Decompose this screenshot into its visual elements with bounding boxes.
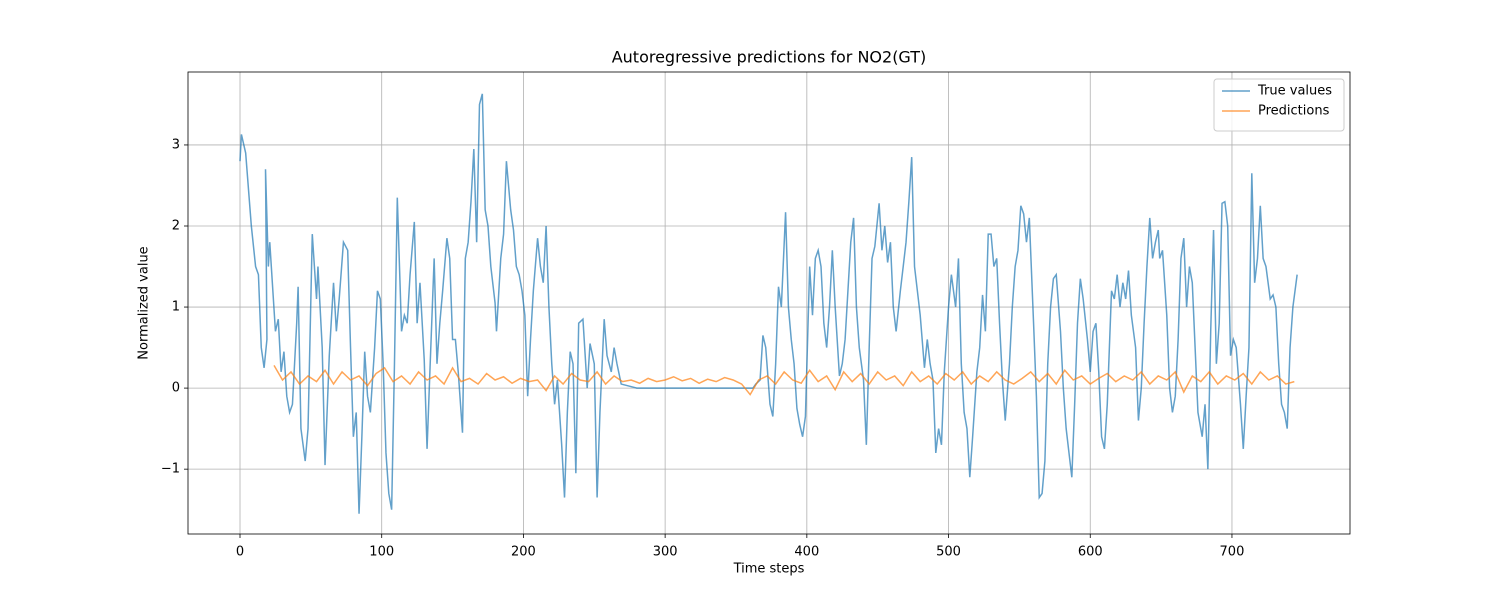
x-tick-label: 500 <box>936 545 961 560</box>
legend-label: Predictions <box>1258 104 1330 119</box>
y-tick-label: 0 <box>172 381 180 396</box>
series-line <box>239 93 1298 514</box>
y-tick-label: −1 <box>161 462 180 477</box>
series-line <box>273 365 1295 396</box>
y-tick-label: 2 <box>172 219 180 234</box>
x-tick-label: 400 <box>794 545 819 560</box>
legend-label: True values <box>1257 84 1332 99</box>
plot-area <box>239 93 1298 514</box>
x-axis-label: Time steps <box>733 562 805 577</box>
y-tick-label: 3 <box>172 137 180 152</box>
axes-frame <box>187 71 1351 535</box>
x-tick-label: 600 <box>1078 545 1103 560</box>
x-tick-label: 300 <box>653 545 678 560</box>
x-tick-label: 200 <box>511 545 536 560</box>
legend: True values Predictions <box>1213 78 1345 132</box>
x-tick-label: 100 <box>369 545 394 560</box>
x-tick-label: 700 <box>1220 545 1245 560</box>
y-axis-label: Normalized value <box>137 246 152 359</box>
x-tick-label: 0 <box>236 545 244 560</box>
legend-box <box>1213 78 1345 132</box>
y-tick-label: 1 <box>172 300 180 315</box>
chart-title: Autoregressive predictions for NO2(GT) <box>612 48 927 67</box>
